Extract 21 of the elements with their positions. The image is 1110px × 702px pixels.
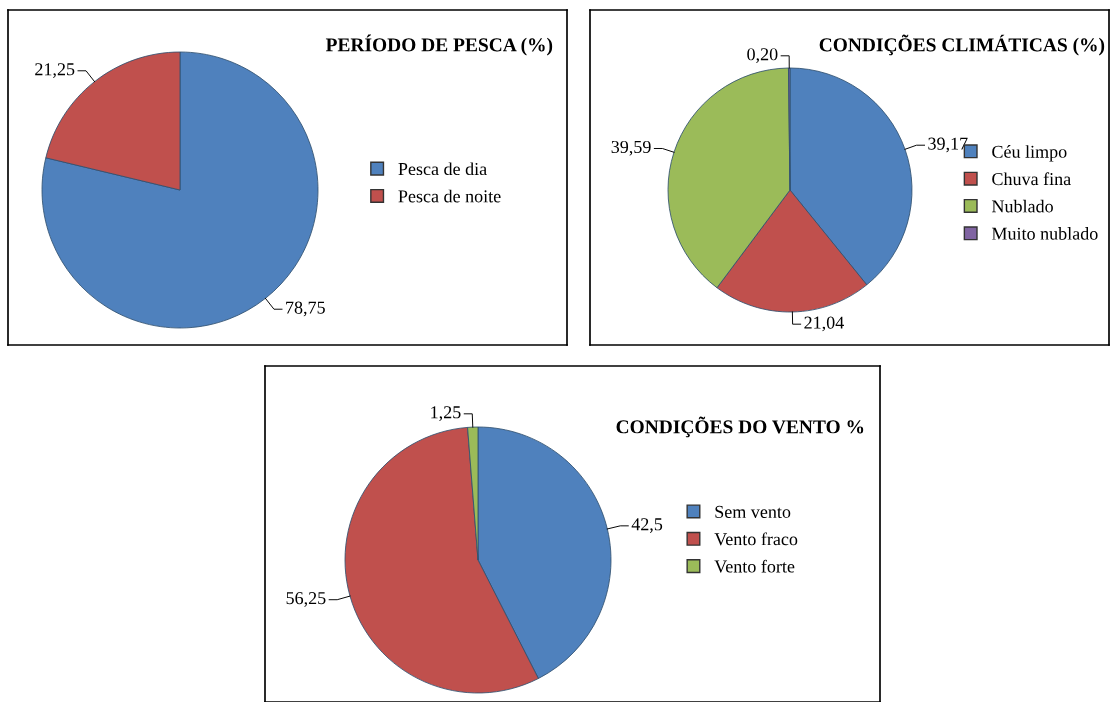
legend-label: Pesca de noite: [398, 189, 501, 203]
data-label: 21,04: [804, 316, 844, 332]
data-label: 1,25: [431, 406, 461, 421]
data-label: 78,75: [286, 301, 325, 317]
legend-label: Nublado: [991, 199, 1053, 213]
chart-title: PERÍODO DE PESCA (%): [325, 34, 553, 56]
data-label: 42,5: [631, 518, 663, 533]
data-label: 39,17: [928, 137, 968, 153]
legend-label: Muito nublado: [991, 227, 1098, 240]
legend-label: Sem vento: [715, 505, 791, 518]
legend-label: Vento fraco: [714, 532, 798, 546]
data-label: 39,59: [611, 140, 651, 156]
legend-label: Vento forte: [714, 559, 795, 573]
data-label: 21,25: [35, 63, 75, 78]
data-label: 0,20: [747, 48, 778, 63]
chart-title: CONDIÇÕES CLIMÁTICAS (%): [819, 34, 1105, 56]
data-label: 56,25: [286, 592, 326, 607]
legend-label: Chuva fina: [992, 172, 1071, 186]
legend-label: Céu limpo: [992, 145, 1067, 162]
text: CONDIÇÕES DO VENTO %: [616, 416, 864, 438]
legend-label: Pesca de dia: [398, 162, 487, 176]
